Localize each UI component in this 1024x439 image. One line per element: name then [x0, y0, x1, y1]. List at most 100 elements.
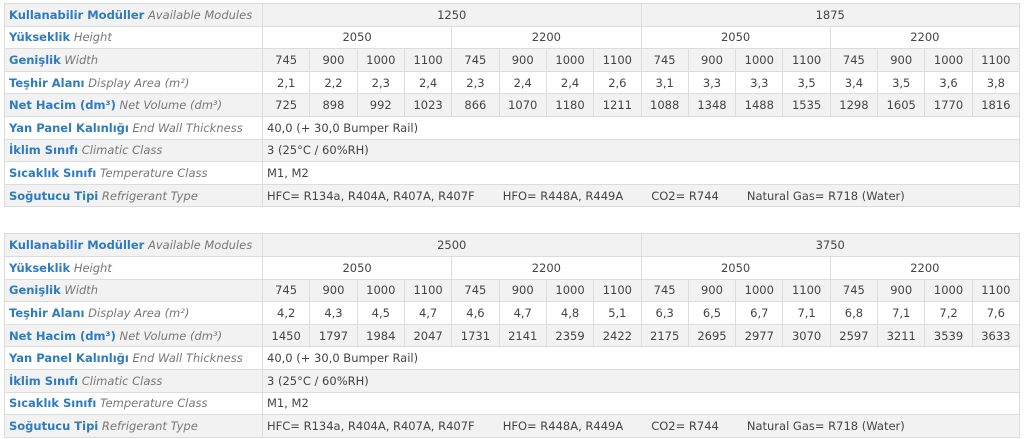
value-cell: 4,2	[261, 301, 311, 325]
value-cell: 6,8	[829, 301, 879, 325]
value-cell: 2050	[261, 25, 453, 50]
value-cell: 2695	[687, 323, 737, 348]
row-label: Genişlik Width	[4, 48, 263, 72]
value-cell: 3,4	[829, 70, 879, 95]
spec-row: Net Hacim (dm³) Net Volume (dm³) 725 898 99…	[4, 93, 1021, 117]
value-cell: 2,3	[451, 70, 500, 95]
label-tr: Yan Panel Kalınlığı	[9, 120, 129, 135]
spec-table: Kullanabilir Modüller Available Modules 1…	[4, 3, 1021, 208]
label-tr: Kullanabilir Modüller	[9, 7, 145, 22]
value-cell: 4,3	[309, 301, 358, 325]
value-cell: 900	[309, 48, 358, 72]
spec-row: Yan Panel Kalınlığı End Wall Thickness 40…	[4, 346, 1020, 370]
value-cell: 7,1	[877, 301, 926, 325]
value-cell: 40,0 (+ 30,0 Bumper Rail)	[262, 115, 1020, 140]
label-en: Climatic Class	[81, 373, 163, 388]
value-cell: 2200	[829, 255, 1021, 280]
label-en: Net Volume (dm³)	[119, 328, 223, 343]
spec-row: Kullanabilir Modüller Available Modules 2…	[4, 233, 1020, 257]
value-cell: 1816	[971, 93, 1021, 117]
row-label: Teşhir Alanı Display Area (m²)	[4, 70, 263, 95]
value-cell: 7,1	[782, 301, 831, 325]
value-cell: 2050	[640, 25, 831, 50]
value-cell: 2977	[735, 323, 784, 348]
value-cell: 6,7	[735, 301, 784, 325]
row-label: Yan Panel Kalınlığı End Wall Thickness	[4, 115, 263, 140]
spec-row: Soğutucu Tipi Refrigerant Type HFC= R134a…	[4, 414, 1020, 438]
value-cell: 2175	[640, 323, 689, 348]
label-tr: Genişlik	[9, 283, 61, 298]
value-cell: 4,8	[545, 301, 595, 325]
value-cell: 4,7	[498, 301, 547, 325]
value-cell: 1000	[924, 48, 973, 72]
value-cell: 900	[687, 278, 737, 303]
row-label: Yükseklik Height	[4, 25, 263, 50]
refrigerant-item: HFO= R448A, R449A	[502, 418, 624, 433]
value-cell: 2,2	[309, 70, 358, 95]
refrigerant-item: CO2= R744	[651, 188, 719, 203]
label-tr: Soğutucu Tipi	[9, 418, 99, 433]
value-cell: 2,4	[545, 70, 595, 95]
refrigerant-item: HFO= R448A, R449A	[502, 188, 624, 203]
value-cell: 745	[640, 48, 689, 72]
value-cell: 900	[309, 278, 358, 303]
value-cell: 2,6	[593, 70, 642, 95]
value-cell: 3750	[640, 233, 1020, 257]
value-cell: 745	[829, 48, 879, 72]
label-en: Width	[64, 52, 99, 67]
label-tr: Genişlik	[9, 52, 61, 67]
value-cell: 1535	[782, 93, 831, 117]
value-cell: 1000	[735, 48, 784, 72]
value-cell: HFC= R134a, R404A, R407A, R407F HFO= R448…	[262, 183, 1020, 208]
spec-row: Teşhir Alanı Display Area (m²) 4,2 4,3 4,5 4…	[4, 301, 1021, 325]
value-cell: 900	[498, 48, 547, 72]
value-cell: 4,7	[403, 301, 453, 325]
value-cell: 898	[309, 93, 358, 117]
row-label: Genişlik Width	[4, 278, 263, 303]
value-cell: 1298	[829, 93, 879, 117]
row-label: Sıcaklık Sınıfı Temperature Class	[4, 161, 263, 185]
value-cell: 3,3	[735, 70, 784, 95]
value-cell: 3,5	[782, 70, 831, 95]
value-cell: 1211	[593, 93, 642, 117]
value-cell: 745	[261, 48, 311, 72]
label-en: Temperature Class	[99, 396, 208, 411]
value-cell: 1070	[498, 93, 547, 117]
label-en: Temperature Class	[99, 165, 208, 180]
spec-row: Soğutucu Tipi Refrigerant Type HFC= R134a…	[4, 183, 1020, 208]
value-cell: 900	[877, 278, 926, 303]
value-cell: 1100	[782, 278, 831, 303]
value-cell: 1180	[545, 93, 595, 117]
row-label: Sıcaklık Sınıfı Temperature Class	[4, 391, 263, 416]
value-cell: 3070	[782, 323, 831, 348]
label-tr: Sıcaklık Sınıfı	[9, 165, 97, 180]
value-cell: 900	[877, 48, 926, 72]
spec-row: İklim Sınıfı Climatic Class 3 (25°C / 60%…	[4, 138, 1020, 163]
label-tr: Yan Panel Kalınlığı	[9, 351, 129, 366]
label-en: Display Area (m²)	[88, 305, 190, 320]
value-cell: 2597	[829, 323, 879, 348]
value-cell: 5,1	[593, 301, 642, 325]
label-en: Display Area (m²)	[88, 75, 190, 90]
row-label: İklim Sınıfı Climatic Class	[4, 368, 263, 393]
value-cell: M1, M2	[262, 161, 1020, 185]
value-cell: 3 (25°C / 60%RH)	[262, 368, 1020, 393]
label-tr: Yükseklik	[9, 30, 71, 45]
value-cell: 2200	[829, 25, 1021, 50]
value-cell: 1000	[545, 48, 595, 72]
label-tr: İklim Sınıfı	[9, 143, 79, 158]
label-en: Available Modules	[148, 7, 253, 22]
value-cell: 2,1	[261, 70, 311, 95]
label-tr: Teşhir Alanı	[9, 75, 85, 90]
value-cell: 1605	[877, 93, 926, 117]
label-tr: Teşhir Alanı	[9, 305, 85, 320]
value-cell: 2050	[640, 255, 831, 280]
row-label: İklim Sınıfı Climatic Class	[4, 138, 263, 163]
value-cell: 2500	[262, 233, 642, 257]
value-cell: 745	[261, 278, 311, 303]
refrigerant-item: Natural Gas= R718 (Water)	[746, 188, 905, 203]
value-cell: 1100	[403, 48, 453, 72]
spec-row: İklim Sınıfı Climatic Class 3 (25°C / 60%…	[4, 368, 1020, 393]
value-cell: 1250	[262, 3, 642, 27]
value-cell: 1770	[924, 93, 973, 117]
